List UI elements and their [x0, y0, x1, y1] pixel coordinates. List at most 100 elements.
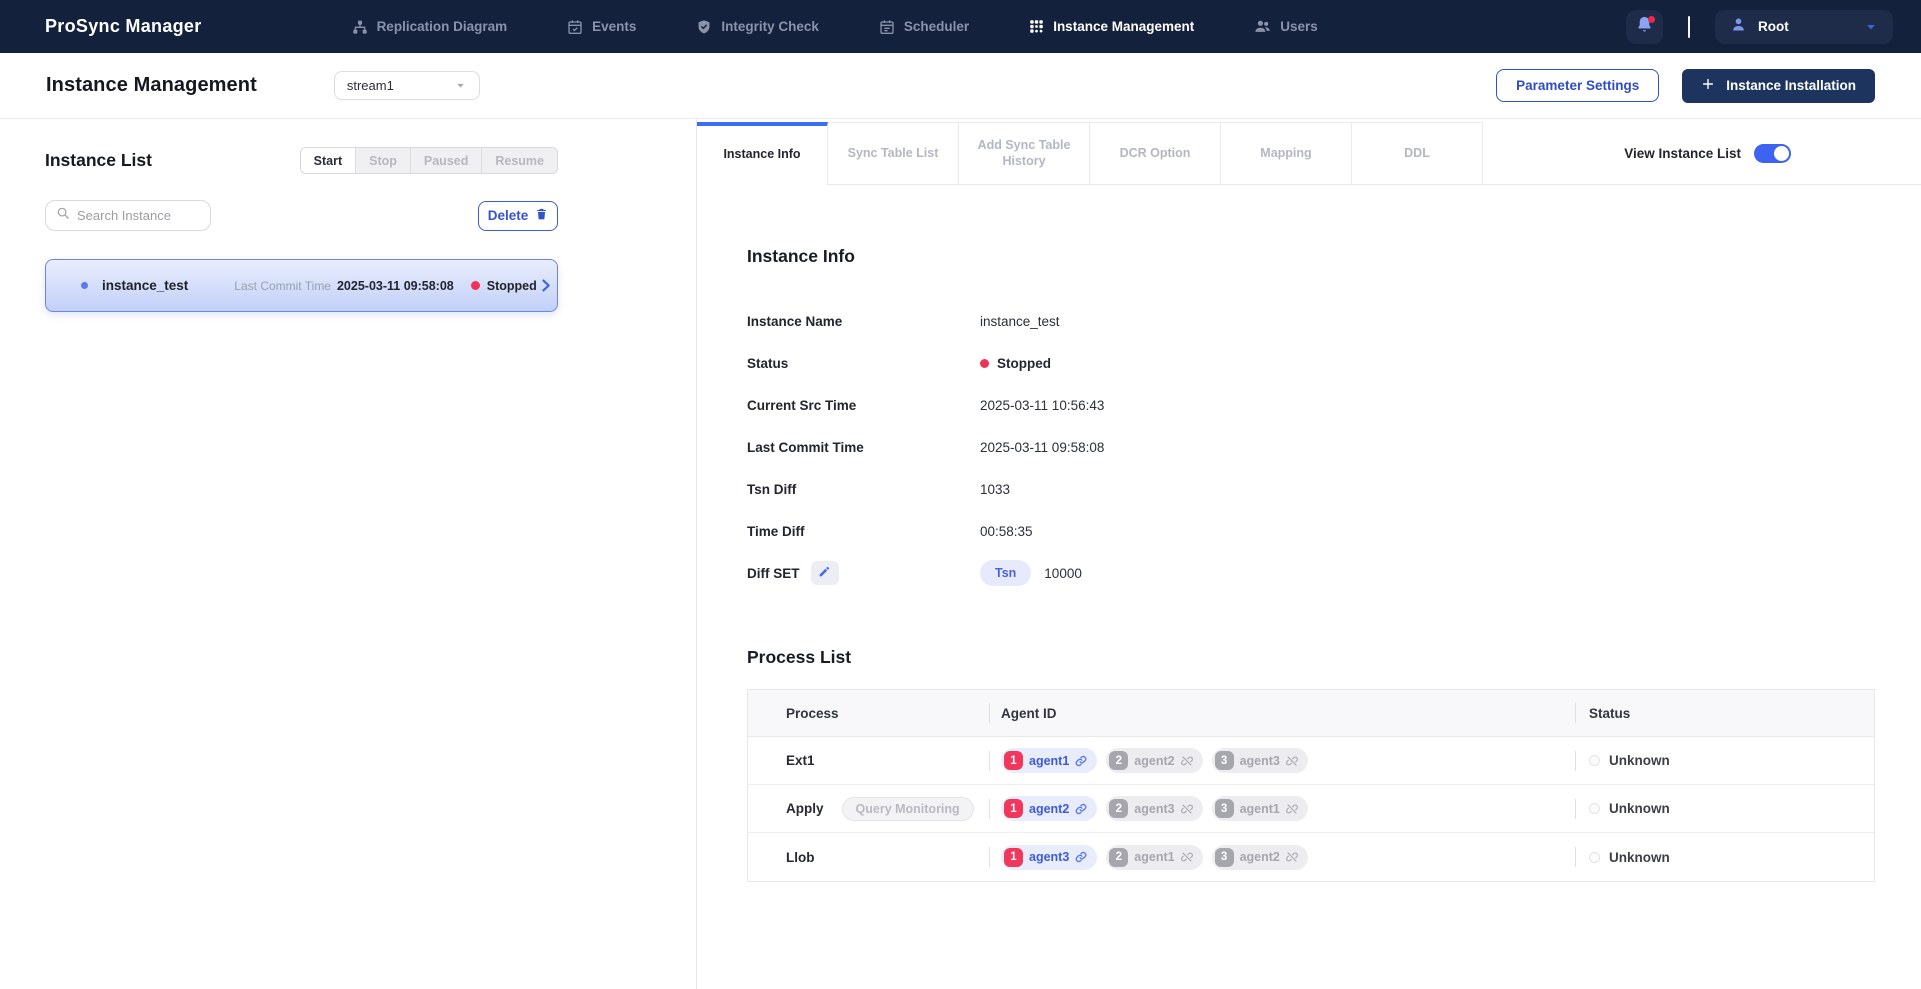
users-icon [1254, 18, 1271, 35]
tab-ddl[interactable]: DDL [1352, 122, 1483, 184]
process-table: Process Agent ID Status Ext1 1 agent1 [747, 689, 1875, 882]
edit-diff-set-button[interactable] [810, 561, 839, 585]
nav-item-replication-diagram[interactable]: Replication Diagram [352, 19, 508, 35]
agent-pill[interactable]: 2 agent2 [1106, 748, 1203, 773]
agent-pill[interactable]: 3 agent2 [1211, 844, 1308, 870]
tab-add-sync-table-history[interactable]: Add Sync Table History [959, 122, 1090, 184]
instance-name: instance_test [102, 278, 189, 293]
nav-label: Replication Diagram [376, 19, 508, 34]
navbar-divider [1688, 15, 1690, 38]
process-list-section: Process List Process Agent ID Status Ext… [747, 647, 1875, 882]
last-commit-value: 2025-03-11 09:58:08 [336, 278, 454, 293]
diff-set-value: 10000 [1044, 565, 1082, 581]
header-actions: Parameter Settings Instance Installation [1496, 68, 1875, 103]
agent-name: agent3 [1029, 850, 1070, 864]
trash-icon [535, 207, 548, 224]
agent-pill[interactable]: 3 agent3 [1211, 748, 1308, 773]
agent-number-badge: 2 [1109, 799, 1129, 818]
agent-name: agent2 [1239, 850, 1280, 864]
instance-installation-button[interactable]: Instance Installation [1682, 68, 1875, 103]
agent-pill[interactable]: 1 agent1 [1001, 748, 1098, 773]
search-instance-input[interactable] [77, 208, 200, 223]
tab-sync-table-list[interactable]: Sync Table List [828, 122, 959, 184]
toggle-knob [1774, 145, 1789, 161]
instance-actions-group: Start Stop Paused Resume [299, 147, 558, 174]
nav-item-instance-management[interactable]: Instance Management [1029, 19, 1194, 34]
agent-name: agent1 [1134, 850, 1175, 864]
notifications-button[interactable] [1626, 9, 1663, 44]
field-status: Status Stopped [747, 342, 1875, 384]
unlink-icon [1285, 755, 1298, 767]
agent-name: agent3 [1134, 801, 1175, 816]
agent-name: agent1 [1029, 753, 1070, 768]
resume-button[interactable]: Resume [481, 148, 557, 173]
nav-item-scheduler[interactable]: Scheduler [879, 19, 969, 35]
column-header-agent-id: Agent ID [989, 706, 1575, 721]
view-instance-list-label: View Instance List [1624, 145, 1741, 161]
agent-number-badge: 1 [1004, 751, 1023, 770]
link-icon [1075, 803, 1087, 815]
query-monitoring-button[interactable]: Query Monitoring [841, 796, 974, 821]
search-icon [56, 206, 70, 225]
field-time-diff: Time Diff 00:58:35 [747, 510, 1875, 552]
agent-name: agent1 [1239, 801, 1280, 816]
process-status: Unknown [1609, 801, 1670, 816]
tab-dcr-option[interactable]: DCR Option [1090, 122, 1221, 184]
field-value: 2025-03-11 09:58:08 [980, 439, 1105, 455]
tab-mapping[interactable]: Mapping [1221, 122, 1352, 184]
start-button[interactable]: Start [300, 148, 356, 173]
agent-number-badge: 3 [1214, 847, 1234, 867]
column-header-process: Process [786, 705, 839, 721]
process-status: Unknown [1609, 849, 1670, 865]
process-list-title: Process List [747, 647, 852, 667]
status-value: Stopped [997, 355, 1051, 371]
agent-pill[interactable]: 3 agent1 [1211, 796, 1308, 821]
navbar-right: Root [1626, 9, 1893, 44]
nav-item-events[interactable]: Events [567, 19, 636, 35]
status-indicator [1589, 803, 1600, 814]
process-status: Unknown [1609, 753, 1670, 768]
nav-label: Events [592, 19, 637, 34]
agent-number-badge: 3 [1214, 751, 1234, 770]
grid-dots-icon [1029, 19, 1044, 34]
field-label: Instance Name [747, 313, 843, 329]
chevron-down-icon [454, 79, 467, 92]
link-icon [1075, 851, 1087, 863]
detail-tabstrip: Instance Info Sync Table List Add Sync T… [697, 119, 1921, 185]
field-value: instance_test [980, 313, 1060, 329]
agent-pill[interactable]: 1 agent3 [1001, 844, 1098, 870]
agent-pill[interactable]: 2 agent1 [1106, 844, 1203, 870]
field-label: Status [747, 355, 789, 371]
parameter-settings-button[interactable]: Parameter Settings [1496, 69, 1660, 102]
agent-name: agent2 [1134, 753, 1175, 768]
tab-instance-info[interactable]: Instance Info [697, 122, 828, 185]
delete-button[interactable]: Delete [478, 200, 558, 231]
agent-pill[interactable]: 1 agent2 [1001, 796, 1098, 821]
table-row: Llob 1 agent3 2 agent1 [748, 833, 1874, 881]
nav-item-integrity-check[interactable]: Integrity Check [696, 19, 819, 35]
paused-button[interactable]: Paused [409, 148, 482, 173]
instance-bullet-dot [81, 282, 88, 289]
user-menu[interactable]: Root [1715, 9, 1893, 44]
field-diff-set: Diff SET Tsn 10000 [747, 552, 1875, 594]
agent-pill[interactable]: 2 agent3 [1106, 796, 1203, 821]
stream-select[interactable]: stream1 [333, 71, 480, 100]
top-navbar: ProSync Manager Replication Diagram Eve [0, 0, 1921, 53]
view-instance-list-toggle[interactable] [1754, 143, 1791, 163]
status-indicator [1589, 851, 1600, 863]
field-label: Current Src Time [747, 397, 857, 413]
chevron-right-icon [537, 277, 554, 294]
nav-item-users[interactable]: Users [1254, 18, 1318, 35]
agent-name: agent3 [1239, 753, 1280, 768]
instance-status: Stopped [486, 278, 537, 293]
instance-detail-panel: Instance Info Sync Table List Add Sync T… [697, 119, 1921, 989]
agent-number-badge: 1 [1004, 799, 1023, 818]
search-box [45, 200, 211, 231]
nav-label: Scheduler [903, 19, 970, 34]
bell-icon [1635, 15, 1654, 39]
instance-list-item[interactable]: instance_test Last Commit Time 2025-03-1… [45, 259, 558, 312]
stop-button[interactable]: Stop [355, 148, 410, 173]
field-last-commit-time: Last Commit Time 2025-03-11 09:58:08 [747, 426, 1875, 468]
pencil-icon [818, 565, 831, 581]
unlink-icon [1180, 755, 1193, 767]
